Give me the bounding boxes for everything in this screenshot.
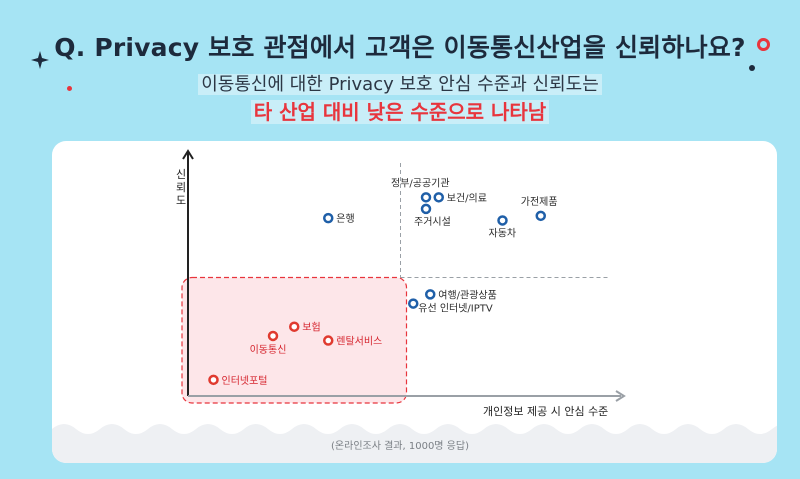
data-point xyxy=(497,215,508,226)
y-axis-arrow xyxy=(182,149,194,160)
sparkle-icon xyxy=(31,51,49,69)
data-point xyxy=(420,203,432,215)
data-point-label: 주거시설 xyxy=(414,216,451,228)
data-point-label: 가전제품 xyxy=(521,196,558,208)
dot-decoration xyxy=(67,86,72,91)
subtitle-line-2-text: 타 산업 대비 낮은 수준으로 나타남 xyxy=(250,100,550,124)
data-point-label: 정부/공공기관 xyxy=(391,177,450,189)
data-point xyxy=(433,192,444,203)
question-title: Q. Privacy 보호 관점에서 고객은 이동통신산업을 신뢰하나요? xyxy=(54,33,746,62)
data-point-label: 보건/의료 xyxy=(447,192,487,204)
data-point xyxy=(420,192,432,203)
data-point xyxy=(535,210,546,222)
data-point-label: 여행/관광상품 xyxy=(438,289,497,301)
data-point-label: 보험 xyxy=(302,322,320,334)
data-point xyxy=(323,212,334,224)
x-axis-label: 개인정보 제공 시 안심 수준 xyxy=(483,405,609,418)
data-point xyxy=(267,330,279,342)
subtitle-line-1: 이동통신에 대한 Privacy 보호 안심 수준과 신뢰도는 xyxy=(0,70,800,96)
data-point xyxy=(425,289,436,300)
data-point-label: 인터넷포털 xyxy=(222,375,268,387)
data-point xyxy=(208,374,219,386)
ring-icon xyxy=(757,38,770,51)
data-point-label: 렌탈서비스 xyxy=(336,335,382,348)
card-wave xyxy=(52,424,777,463)
data-point-label: 유선 인터넷/IPTV xyxy=(418,303,493,315)
dot-decoration xyxy=(749,65,755,71)
subtitle-line-1-text: 이동통신에 대한 Privacy 보호 안심 수준과 신뢰도는 xyxy=(198,74,602,95)
data-point-label: 은행 xyxy=(336,213,354,225)
data-point-label: 이동통신 xyxy=(250,344,287,356)
highlight-region xyxy=(181,276,408,404)
x-axis-arrow xyxy=(615,390,626,402)
data-point xyxy=(408,298,419,309)
subtitle-line-2: 타 산업 대비 낮은 수준으로 나타남 xyxy=(0,96,800,125)
data-point xyxy=(323,335,334,346)
data-point xyxy=(289,321,300,332)
chart-note: (온라인조사 결과, 1000명 응답) xyxy=(331,441,469,452)
data-point-label: 자동차 xyxy=(489,227,517,239)
